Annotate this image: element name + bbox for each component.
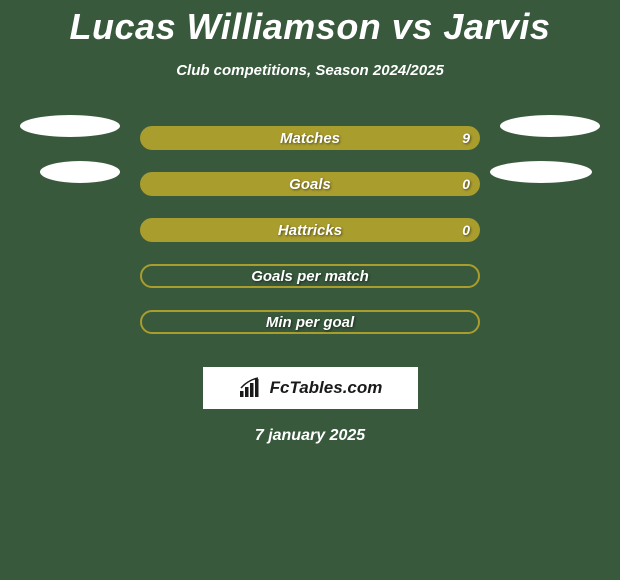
stat-label: Goals per match (142, 268, 478, 285)
stat-label: Min per goal (142, 314, 478, 331)
stats-area: Matches9Goals0Hattricks0Goals per matchM… (0, 115, 620, 345)
stat-bar: Goals per match (140, 264, 480, 288)
stat-row: Min per goal (10, 299, 610, 345)
stat-label: Hattricks (140, 222, 480, 239)
stat-value-right: 0 (462, 222, 470, 238)
stat-bar: Goals0 (140, 172, 480, 196)
stat-bar: Hattricks0 (140, 218, 480, 242)
logo-inner: FcTables.com (238, 377, 383, 399)
stat-bar: Matches9 (140, 126, 480, 150)
stat-row: Hattricks0 (10, 207, 610, 253)
logo-box[interactable]: FcTables.com (203, 367, 418, 409)
stat-label: Goals (140, 176, 480, 193)
right-ellipse (500, 115, 600, 137)
logo-text: FcTables.com (270, 378, 383, 398)
date-label: 7 january 2025 (0, 427, 620, 445)
left-ellipse (20, 115, 120, 137)
stat-value-right: 0 (462, 176, 470, 192)
stat-row: Goals0 (10, 161, 610, 207)
stat-row: Matches9 (10, 115, 610, 161)
stat-label: Matches (140, 130, 480, 147)
left-ellipse (40, 161, 120, 183)
stat-row: Goals per match (10, 253, 610, 299)
right-ellipse (490, 161, 592, 183)
stat-bar: Min per goal (140, 310, 480, 334)
stat-value-right: 9 (462, 130, 470, 146)
subtitle: Club competitions, Season 2024/2025 (0, 62, 620, 79)
page-title: Lucas Williamson vs Jarvis (0, 0, 620, 48)
chart-icon (238, 377, 264, 399)
